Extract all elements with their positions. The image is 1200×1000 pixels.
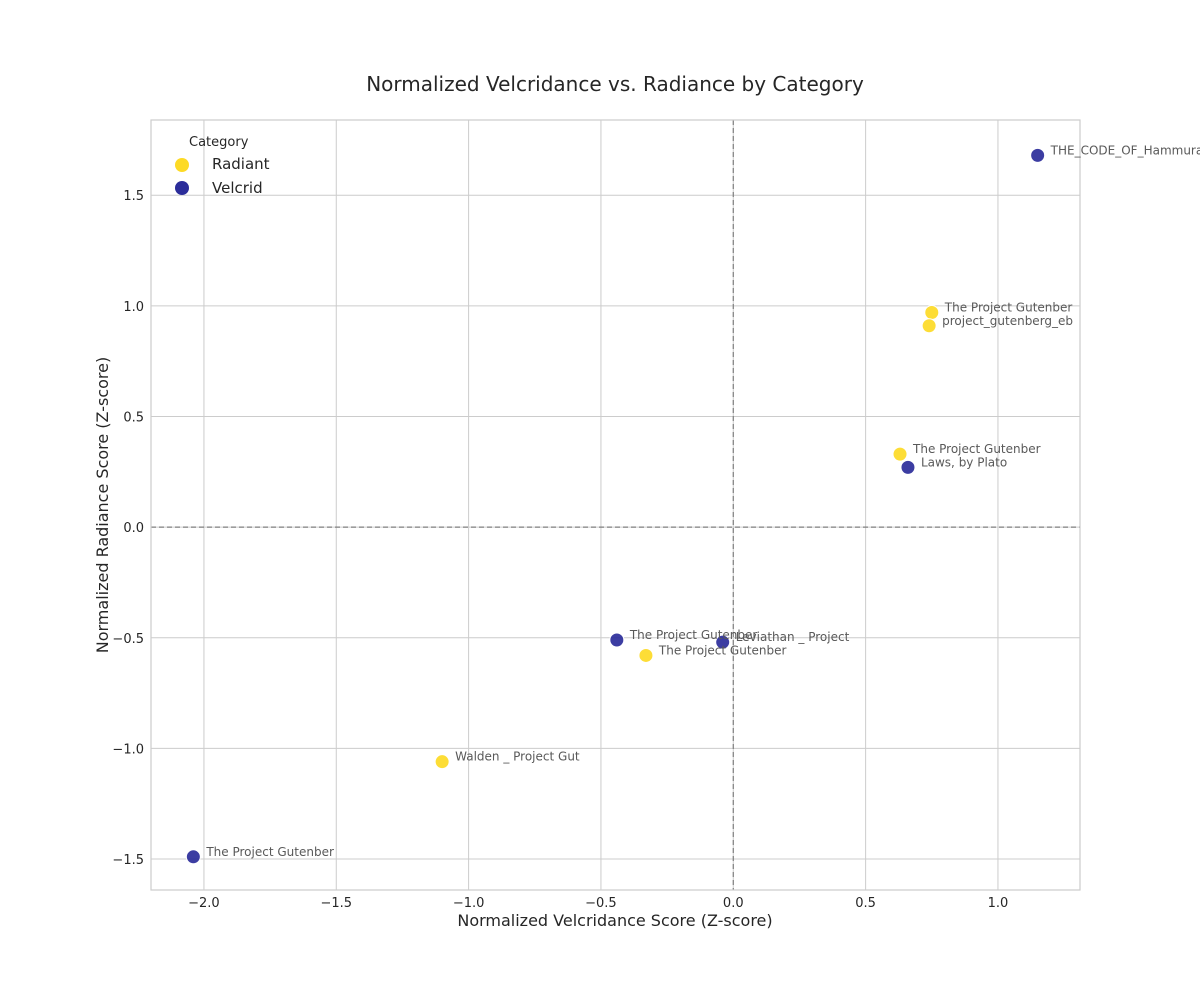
point-velcrid <box>715 634 731 650</box>
data-points <box>185 147 1046 865</box>
point-label: project_gutenberg_eb <box>942 314 1073 328</box>
y-tick-label: −0.5 <box>112 632 144 647</box>
point-label: THE_CODE_OF_Hammura <box>1050 143 1200 157</box>
point-labels: The Project Gutenberproject_gutenberg_eb… <box>205 143 1200 858</box>
point-radiant <box>434 754 450 770</box>
point-velcrid <box>185 849 201 865</box>
point-label: The Project Gutenber <box>912 442 1041 456</box>
point-radiant <box>892 446 908 462</box>
plot-frame <box>150 119 1081 891</box>
point-label: Walden _ Project Gut <box>455 750 580 764</box>
legend-label-velcrid: Velcrid <box>212 179 263 197</box>
point-label: Laws, by Plato <box>921 455 1007 469</box>
y-tick-label: −1.0 <box>112 742 144 757</box>
x-tick-label: −2.0 <box>188 896 220 911</box>
legend-title: Category <box>189 135 249 150</box>
legend: Category Radiant Velcrid <box>175 135 270 197</box>
point-radiant <box>921 318 937 334</box>
point-velcrid <box>1030 147 1046 163</box>
point-label: The Project Gutenber <box>944 301 1073 315</box>
y-tick-label: 1.5 <box>123 189 144 204</box>
point-label: The Project Gutenber <box>629 628 758 642</box>
tick-labels: −2.0 −1.5 −1.0 −0.5 0.0 0.5 1.0 −1.5 −1.0 −0.5 0.0… <box>112 189 1008 911</box>
y-tick-label: 1.0 <box>123 300 144 315</box>
chart-title: Normalized Velcridance vs. Radiance by C… <box>366 72 864 96</box>
point-label: Leviathan _ Project <box>736 630 850 644</box>
y-tick-label: 0.5 <box>123 410 144 425</box>
x-tick-label: 0.0 <box>723 896 744 911</box>
legend-marker-radiant <box>175 158 189 172</box>
x-axis-label: Normalized Velcridance Score (Z-score) <box>457 911 772 930</box>
y-axis-label: Normalized Radiance Score (Z-score) <box>93 357 112 654</box>
point-velcrid <box>900 459 916 475</box>
legend-marker-velcrid <box>175 181 189 195</box>
x-tick-label: −1.0 <box>453 896 485 911</box>
point-radiant <box>924 305 940 320</box>
x-tick-label: 0.5 <box>855 896 876 911</box>
x-tick-label: −1.5 <box>320 896 352 911</box>
y-tick-label: 0.0 <box>123 521 144 536</box>
reference-lines <box>151 120 1080 890</box>
y-tick-label: −1.5 <box>112 853 144 868</box>
point-velcrid <box>609 632 625 648</box>
point-label: The Project Gutenber <box>658 643 787 657</box>
point-radiant <box>638 647 654 663</box>
x-tick-label: −0.5 <box>585 896 617 911</box>
point-label: The Project Gutenber <box>205 845 334 859</box>
legend-label-radiant: Radiant <box>212 155 270 173</box>
x-tick-label: 1.0 <box>988 896 1009 911</box>
